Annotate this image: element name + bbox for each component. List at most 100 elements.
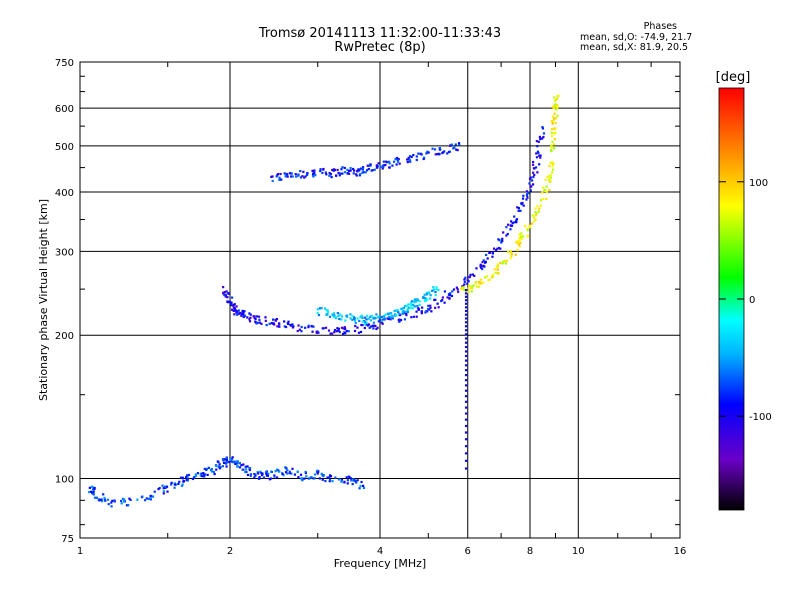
data-point: [416, 305, 419, 308]
data-point: [553, 107, 556, 110]
data-point: [307, 324, 310, 327]
data-point: [316, 472, 319, 475]
data-point: [551, 115, 555, 118]
data-point: [553, 112, 556, 115]
data-point: [524, 224, 527, 227]
data-point: [374, 316, 377, 319]
data-point: [345, 315, 349, 318]
data-point: [150, 495, 154, 498]
data-point: [313, 171, 316, 175]
data-point: [405, 312, 408, 315]
data-point: [230, 296, 234, 299]
data-point: [370, 169, 373, 172]
data-point: [254, 474, 257, 477]
data-point: [225, 290, 228, 293]
data-point: [294, 173, 297, 176]
data-point: [332, 312, 336, 315]
data-point: [509, 224, 512, 227]
data-point: [93, 487, 96, 490]
data-point: [248, 318, 251, 321]
data-point: [266, 474, 270, 477]
data-point: [223, 461, 226, 465]
data-point: [541, 186, 545, 189]
data-point: [343, 326, 346, 329]
data-point: [493, 268, 496, 271]
data-point: [348, 475, 351, 479]
data-point: [340, 478, 344, 481]
data-point: [404, 304, 407, 308]
data-point: [488, 251, 492, 254]
data-point: [240, 314, 243, 317]
data-point: [343, 480, 346, 483]
data-point: [307, 325, 310, 329]
data-point: [278, 325, 281, 328]
data-point: [463, 278, 466, 281]
data-point: [468, 276, 471, 279]
data-point: [539, 199, 543, 202]
data-point: [276, 476, 279, 479]
data-point: [429, 306, 432, 309]
data-point: [552, 132, 555, 135]
data-point: [264, 471, 268, 474]
data-point: [311, 169, 315, 173]
data-point: [545, 190, 548, 193]
data-point: [554, 116, 558, 120]
data-point: [535, 139, 538, 143]
data-point: [242, 463, 245, 466]
data-point: [319, 168, 322, 171]
data-point: [362, 171, 365, 174]
data-point: [184, 476, 188, 479]
data-point: [120, 499, 123, 503]
data-point: [255, 322, 258, 325]
data-point: [528, 177, 532, 180]
data-point: [327, 329, 331, 332]
data-point: [260, 322, 263, 325]
data-point: [351, 318, 354, 321]
data-point: [163, 486, 166, 489]
data-point: [328, 480, 331, 483]
data-point: [290, 472, 293, 475]
data-point: [123, 500, 126, 503]
data-point: [481, 267, 484, 271]
data-point: [383, 315, 386, 318]
data-point: [257, 315, 261, 318]
data-point: [354, 324, 357, 328]
data-point: [358, 174, 361, 177]
data-point: [285, 467, 288, 470]
data-point: [520, 235, 523, 239]
data-point: [388, 162, 391, 165]
data-point: [504, 259, 507, 263]
data-point: [304, 175, 307, 178]
data-point: [365, 169, 369, 172]
data-point: [299, 473, 303, 476]
data-point: [380, 321, 383, 324]
data-point: [153, 490, 156, 493]
data-point: [346, 479, 349, 482]
data-point: [403, 318, 407, 321]
data-point: [516, 240, 520, 243]
data-point: [162, 492, 165, 495]
data-point: [337, 314, 340, 317]
colorbar-ticks: 100 0 -100: [719, 178, 772, 423]
data-point: [350, 479, 353, 482]
data-point: [320, 472, 323, 475]
data-point: [229, 458, 232, 461]
data-point: [464, 445, 468, 448]
data-point: [338, 317, 341, 321]
data-point: [273, 475, 276, 478]
data-point: [413, 301, 416, 304]
data-point: [375, 327, 378, 331]
x-tick-label: 2: [227, 546, 233, 557]
data-point: [363, 322, 367, 325]
data-point: [464, 333, 468, 336]
data-point: [92, 493, 95, 496]
data-point: [400, 307, 403, 311]
data-point: [287, 322, 290, 326]
data-point: [499, 261, 502, 264]
data-point: [552, 118, 555, 122]
data-point: [92, 490, 95, 494]
data-point: [475, 267, 478, 270]
data-point: [553, 143, 556, 146]
data-point: [382, 160, 385, 163]
data-point: [278, 176, 281, 179]
